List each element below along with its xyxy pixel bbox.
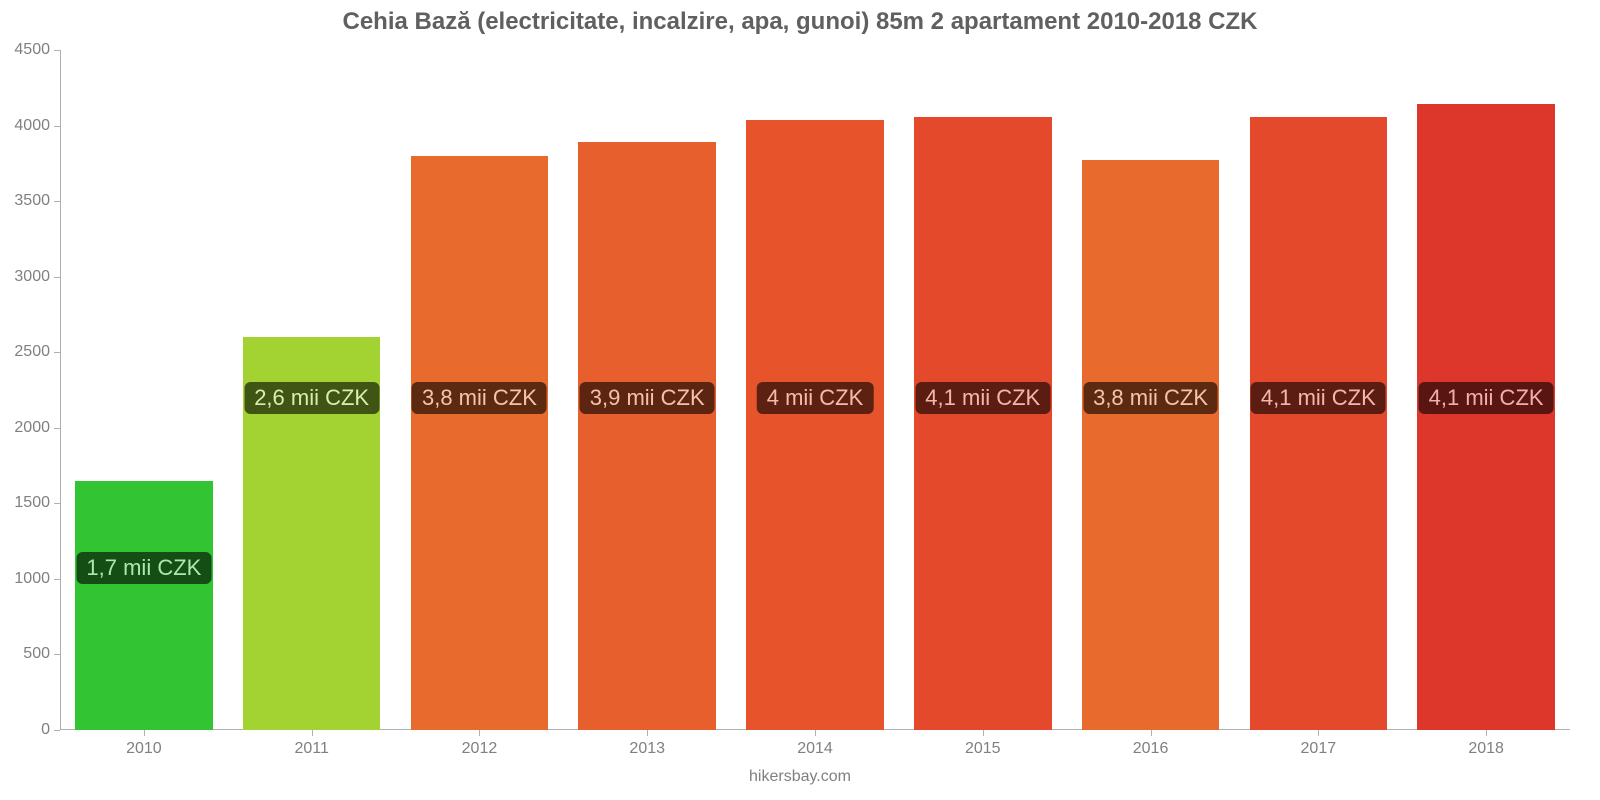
x-tick-label: 2018 — [1468, 740, 1504, 758]
y-tick — [54, 654, 60, 655]
x-tick — [144, 730, 145, 736]
chart-title: Cehia Bază (electricitate, incalzire, ap… — [0, 8, 1600, 36]
bar — [1082, 160, 1220, 730]
bar-value-label: 3,8 mii CZK — [412, 382, 547, 414]
y-tick-label: 3000 — [14, 268, 50, 286]
bar-value-label: 4,1 mii CZK — [1251, 382, 1386, 414]
y-tick-label: 2000 — [14, 419, 50, 437]
y-tick — [54, 503, 60, 504]
x-tick — [983, 730, 984, 736]
bar — [914, 117, 1052, 731]
bar-value-label: 4 mii CZK — [757, 382, 874, 414]
y-tick-label: 4500 — [14, 41, 50, 59]
chart-footer: hikersbay.com — [0, 768, 1600, 786]
bar-value-label: 3,8 mii CZK — [1083, 382, 1218, 414]
y-tick — [54, 352, 60, 353]
x-tick — [479, 730, 480, 736]
x-tick — [815, 730, 816, 736]
y-tick-label: 2500 — [14, 343, 50, 361]
x-tick-label: 2010 — [126, 740, 162, 758]
bar — [578, 142, 716, 730]
bar — [1417, 104, 1555, 730]
x-tick — [1151, 730, 1152, 736]
bar-value-label: 2,6 mii CZK — [244, 382, 379, 414]
x-tick — [647, 730, 648, 736]
y-tick — [54, 730, 60, 731]
x-tick — [312, 730, 313, 736]
x-tick-label: 2014 — [797, 740, 833, 758]
y-tick — [54, 126, 60, 127]
y-tick — [54, 428, 60, 429]
y-tick-label: 0 — [41, 721, 50, 739]
bar — [746, 120, 884, 730]
chart-container: Cehia Bază (electricitate, incalzire, ap… — [0, 0, 1600, 800]
y-tick-label: 1500 — [14, 494, 50, 512]
x-tick-label: 2015 — [965, 740, 1001, 758]
y-tick — [54, 201, 60, 202]
y-axis-line — [60, 50, 61, 730]
bar-value-label: 4,1 mii CZK — [915, 382, 1050, 414]
plot-area: 0500100015002000250030003500400045002010… — [60, 50, 1570, 730]
y-tick — [54, 579, 60, 580]
bar — [411, 156, 549, 730]
x-tick — [1486, 730, 1487, 736]
y-tick-label: 500 — [23, 645, 50, 663]
x-tick-label: 2016 — [1133, 740, 1169, 758]
x-tick-label: 2013 — [629, 740, 665, 758]
bar — [75, 481, 213, 730]
bar-value-label: 1,7 mii CZK — [76, 552, 211, 584]
bar-value-label: 4,1 mii CZK — [1419, 382, 1554, 414]
bar-value-label: 3,9 mii CZK — [580, 382, 715, 414]
y-tick-label: 1000 — [14, 570, 50, 588]
x-tick-label: 2012 — [462, 740, 498, 758]
y-tick-label: 4000 — [14, 117, 50, 135]
x-tick-label: 2011 — [294, 740, 328, 758]
x-tick-label: 2017 — [1301, 740, 1337, 758]
y-tick — [54, 277, 60, 278]
y-tick — [54, 50, 60, 51]
x-tick — [1318, 730, 1319, 736]
y-tick-label: 3500 — [14, 192, 50, 210]
bar — [1250, 117, 1388, 731]
